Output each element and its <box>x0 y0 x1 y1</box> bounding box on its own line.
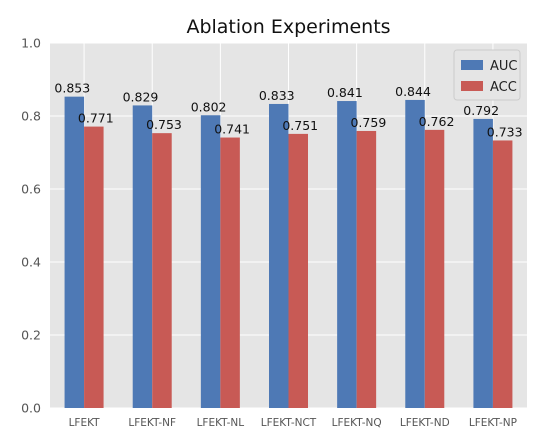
x-tick-label: LFEKT-NL <box>197 417 245 429</box>
data-label-auc: 0.844 <box>395 84 431 99</box>
y-tick-label: 0.8 <box>21 109 41 124</box>
bar-auc-lfekt-nq <box>337 101 357 408</box>
data-label-acc: 0.741 <box>214 122 250 137</box>
bar-acc-lfekt-nd <box>424 129 445 408</box>
data-label-auc: 0.792 <box>463 103 499 118</box>
legend-label-auc: AUC <box>490 59 518 74</box>
bar-auc-lfekt <box>64 96 85 408</box>
bar-auc-lfekt-nct <box>269 103 289 408</box>
x-axis-ticks: LFEKT LFEKT-NF LFEKT-NL LFEKT-NCT LFEKT-NQ LF… <box>69 417 517 429</box>
bar-auc-lfekt-nd <box>405 99 425 408</box>
x-tick-label: LFEKT-NCT <box>261 417 317 429</box>
bar-acc-lfekt-nf <box>152 133 172 408</box>
data-labels-group: 0.853 0.771 0.829 0.753 0.802 0.741 0.833 0.751… <box>54 81 522 140</box>
data-label-acc: 0.762 <box>419 114 455 129</box>
x-tick-label: LFEKT-NQ <box>332 417 382 429</box>
data-label-acc: 0.733 <box>487 124 523 139</box>
y-tick-label: 0.0 <box>21 401 41 416</box>
y-tick-label: 0.4 <box>21 255 41 270</box>
bar-acc-lfekt-nl <box>220 137 240 408</box>
x-tick-label: LFEKT-NP <box>469 417 517 429</box>
legend-label-acc: ACC <box>490 80 517 95</box>
data-label-acc: 0.753 <box>146 117 182 132</box>
data-label-auc: 0.829 <box>123 89 159 104</box>
data-label-acc: 0.751 <box>282 118 318 133</box>
data-label-acc: 0.771 <box>78 111 114 126</box>
legend: AUC ACC <box>453 49 521 101</box>
bar-acc-lfekt-np <box>492 140 513 408</box>
legend-swatch-auc <box>461 60 483 70</box>
legend-swatch-acc <box>461 81 483 91</box>
bar-acc-lfekt-nct <box>288 133 308 408</box>
y-tick-label: 0.6 <box>21 182 41 197</box>
data-label-auc: 0.853 <box>54 81 90 96</box>
chart-title: Ablation Experiments <box>186 16 390 38</box>
bar-acc-lfekt-nq <box>356 130 377 408</box>
x-tick-label: LFEKT-NF <box>128 417 176 429</box>
data-label-acc: 0.759 <box>350 115 386 130</box>
bar-auc-lfekt-nl <box>200 115 221 409</box>
y-axis-ticks: 0.0 0.2 0.4 0.6 0.8 1.0 <box>21 36 41 416</box>
data-label-auc: 0.841 <box>327 85 363 100</box>
bar-auc-lfekt-nf <box>132 105 153 408</box>
x-tick-label: LFEKT-ND <box>400 417 450 429</box>
bars-group <box>64 96 513 409</box>
bar-acc-lfekt <box>84 126 104 409</box>
y-tick-label: 0.2 <box>21 328 41 343</box>
y-tick-label: 1.0 <box>21 36 41 51</box>
data-label-auc: 0.802 <box>191 99 227 114</box>
x-tick-label: LFEKT <box>69 417 101 429</box>
bar-auc-lfekt-np <box>473 118 493 409</box>
data-label-auc: 0.833 <box>259 88 295 103</box>
